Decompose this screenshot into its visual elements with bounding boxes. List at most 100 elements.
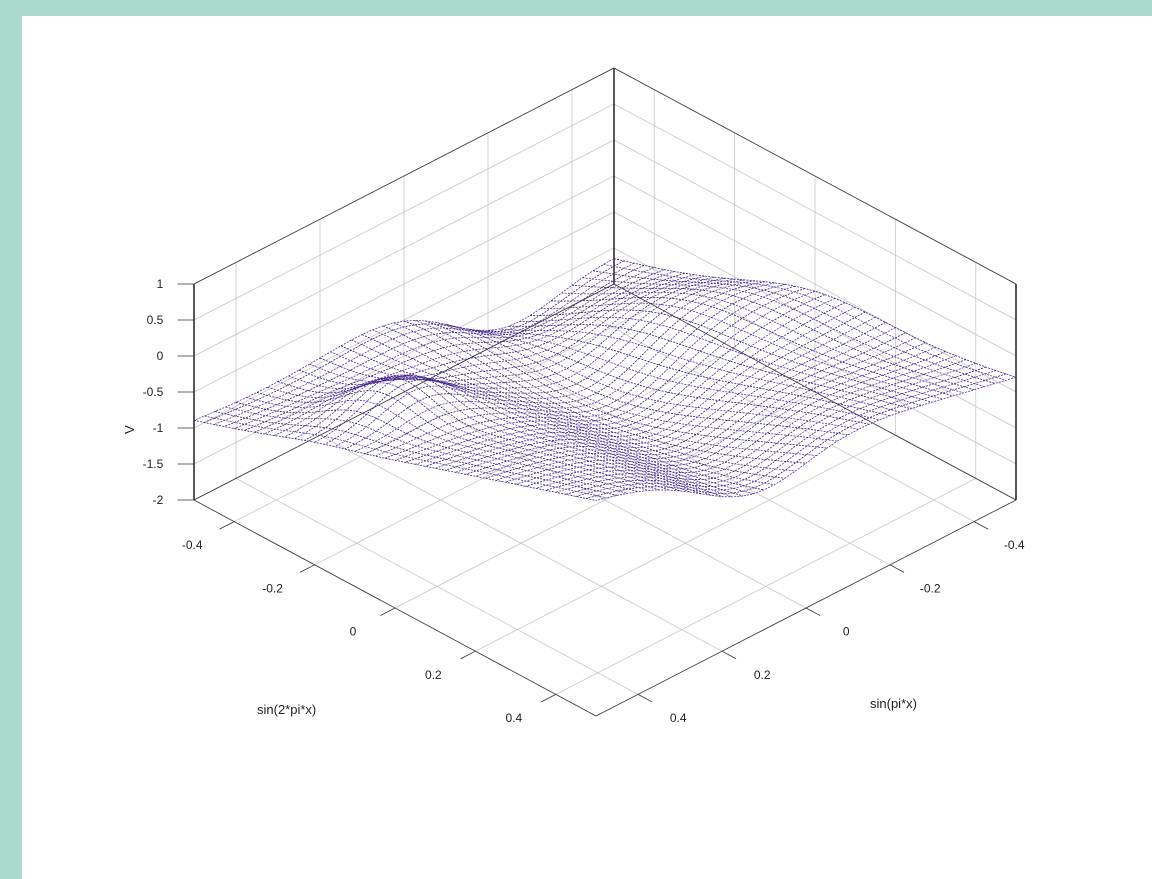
z-tick-label: -2 (153, 493, 164, 507)
mesh-line-x (324, 279, 745, 445)
mesh-line-y (445, 324, 849, 436)
mesh-line-y (214, 411, 618, 496)
mesh-line-y (372, 329, 775, 485)
floor-grid-line (319, 434, 723, 652)
mesh-line-y (592, 270, 996, 384)
x-tick-mark (219, 521, 235, 530)
x-tick-label: -0.2 (262, 581, 283, 595)
mesh-surface (193, 258, 1017, 501)
box-edge (613, 67, 1017, 285)
floor-grid-line (403, 391, 807, 609)
mesh-line-x (234, 267, 655, 429)
mesh-line-y (309, 363, 712, 496)
mesh-line-y (603, 264, 1006, 381)
mesh-line-y (225, 406, 628, 494)
z-tick-label: 1 (157, 277, 164, 291)
y-tick-label: 0 (843, 625, 850, 639)
mesh-line-x (254, 271, 675, 433)
y-tick-mark (637, 694, 653, 703)
mesh-line-y (435, 321, 838, 442)
floor-grid-line (235, 478, 639, 695)
mesh-line-y (477, 329, 880, 421)
mesh-line-y (466, 328, 870, 425)
mesh-line-y (456, 326, 859, 430)
mesh-line-y (193, 419, 597, 501)
tick-labels: -0.4 -0.2 0 0.2 0.4 -0.4 -0.2 0 0.2 0.4 -2 -1.5 -1 -0… (143, 277, 1025, 725)
x-tick-mark (540, 694, 556, 703)
mesh-line-x (515, 346, 936, 485)
x-tick-label: 0 (350, 625, 357, 639)
mesh-line-y (393, 322, 796, 472)
box-edge (613, 283, 1017, 501)
x-tick-mark (460, 650, 476, 660)
mesh-line-y (330, 351, 733, 498)
mesh-line-x (595, 376, 1017, 501)
box-edge (193, 283, 615, 501)
mesh-line-y (508, 324, 912, 410)
mesh-line-x (525, 351, 946, 487)
mesh-line-y (277, 376, 681, 492)
mesh-line-x (284, 275, 705, 438)
mesh-line-y (235, 401, 639, 492)
surface-plot: -0.4 -0.2 0 0.2 0.4 -0.4 -0.2 0 0.2 0.4 -2 -1.5 -1 -0… (122, 67, 1025, 725)
mesh-line-x (424, 302, 846, 467)
mesh-line-x (414, 298, 836, 465)
figure: -0.4 -0.2 0 0.2 0.4 -0.4 -0.2 0 0.2 0.4 -2 -1.5 -1 -0… (22, 16, 1152, 879)
mesh-line-y (382, 325, 786, 479)
x-tick-mark (380, 607, 396, 616)
mesh-line-x (264, 272, 685, 435)
mesh-line-x (374, 285, 796, 457)
mesh-line-x (294, 276, 715, 440)
x-tick-label: 0.4 (505, 711, 522, 725)
y-tick-mark (889, 564, 905, 573)
x-tick-label: 0.2 (425, 668, 442, 682)
y-tick-label: 0.2 (754, 668, 771, 682)
mesh-line-x (465, 322, 886, 475)
floor-grid-line (487, 348, 891, 566)
mesh-line-y (414, 320, 817, 456)
y-axis-title: sin(2*pi*x) (257, 702, 316, 717)
mesh-line-y (204, 415, 607, 499)
mesh-line-y (529, 309, 933, 403)
mesh-line-x (555, 363, 976, 493)
mesh-line-y (424, 320, 828, 449)
box-edge (193, 67, 615, 285)
mesh-line-y (561, 292, 964, 394)
y-tick-mark (721, 650, 737, 660)
mesh-line-y (246, 397, 649, 491)
z-tick-label: 0.5 (147, 313, 164, 327)
mesh-line-y (256, 390, 660, 491)
mesh-line-x (575, 370, 997, 497)
mesh-line-x (314, 278, 735, 443)
y-tick-label: -0.2 (920, 581, 941, 595)
mesh-line-y (487, 330, 891, 417)
mesh-line-y (550, 296, 954, 397)
x-tick-mark (299, 564, 315, 573)
mesh-line-y (613, 258, 1017, 378)
mesh-line-x (364, 283, 785, 455)
mesh-line-x (304, 277, 725, 441)
z-tick-label: -1.5 (143, 457, 164, 471)
y-tick-label: -0.4 (1004, 538, 1025, 552)
floor-grid-line (571, 305, 975, 522)
mesh-line-x (475, 327, 896, 477)
mesh-line-y (267, 382, 670, 491)
mesh-line-y (340, 345, 744, 497)
y-tick-mark (805, 607, 821, 616)
mesh-line-y (498, 328, 901, 413)
mesh-line-x (203, 260, 625, 423)
mesh-line-y (298, 369, 702, 495)
mesh-line-y (571, 284, 975, 391)
mesh-line-x (344, 281, 765, 450)
mesh-line-x (384, 288, 806, 459)
mesh-line-y (540, 302, 943, 400)
mesh-line-x (585, 373, 1007, 499)
axes-box (177, 67, 1017, 717)
z-tick-label: 0 (157, 349, 164, 363)
mesh-line-x (223, 265, 645, 427)
x-tick-label: -0.4 (182, 538, 203, 552)
y-tick-mark (973, 521, 989, 530)
mesh-line-y (361, 334, 765, 491)
x-axis-title: sin(pi*x) (870, 696, 917, 711)
y-tick-label: 0.4 (670, 711, 687, 725)
